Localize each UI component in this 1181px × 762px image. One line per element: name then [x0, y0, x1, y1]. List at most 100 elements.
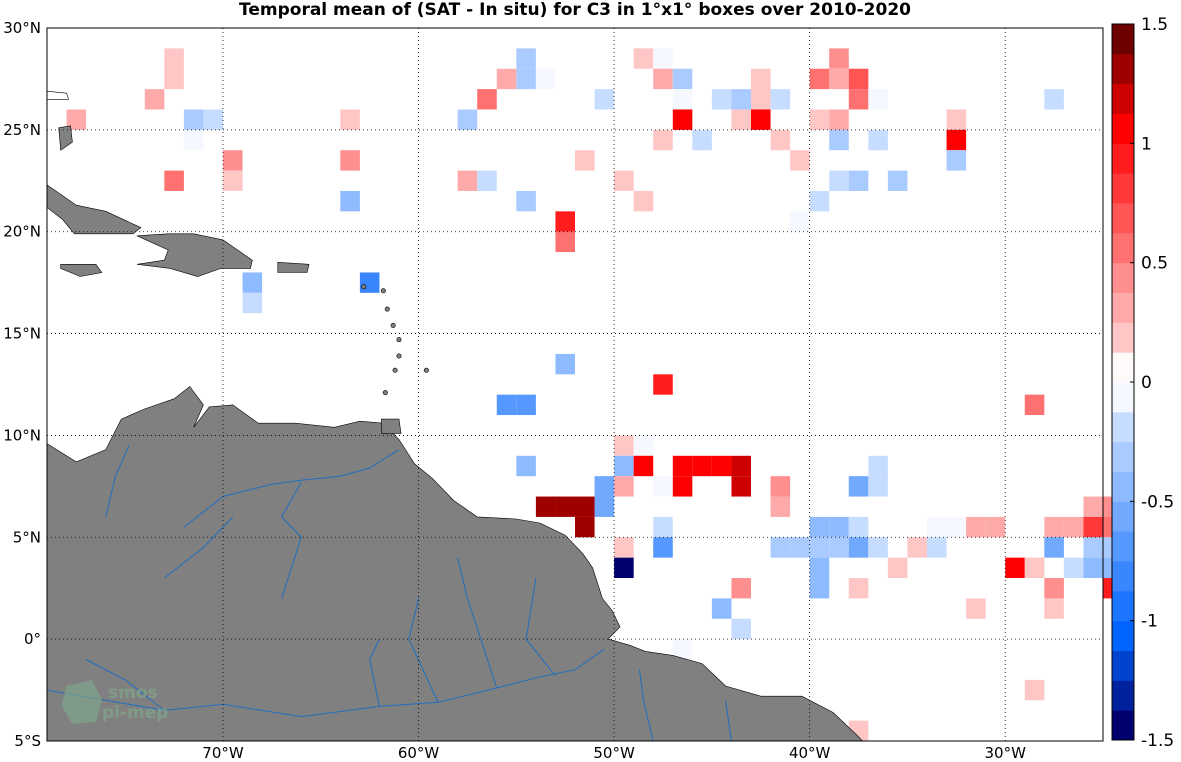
data-cell: [809, 516, 830, 538]
cuba-land: [46, 184, 142, 235]
data-cell: [1083, 496, 1103, 517]
data-cell: [496, 68, 517, 90]
data-cell: [751, 68, 771, 90]
data-cell: [203, 109, 223, 130]
data-cell: [946, 516, 967, 538]
land-mass: [46, 90, 864, 742]
colorbar-level: [1112, 471, 1134, 502]
river: [525, 577, 556, 677]
lat-tick-label: 30°N: [3, 19, 41, 37]
river: [457, 557, 498, 689]
river-network: [46, 445, 732, 742]
data-cell: [751, 109, 771, 130]
lat-tick-label: 0°: [24, 630, 41, 648]
colorbar-level: [1112, 710, 1134, 741]
colorbar-tick-label: -1.5: [1141, 731, 1174, 751]
data-cell: [848, 476, 869, 497]
data-cell: [809, 537, 830, 558]
colorbar-level: [1112, 680, 1134, 711]
logo-line-1: smos: [108, 683, 158, 703]
data-cell: [868, 455, 888, 477]
hispaniola-land: [136, 233, 253, 277]
colorbar-level: [1112, 203, 1134, 234]
data-cell: [829, 170, 849, 191]
data-cell: [614, 557, 634, 579]
data-cell: [770, 496, 791, 517]
colorbar-level: [1112, 24, 1134, 55]
data-cell: [614, 537, 634, 558]
data-cell: [223, 170, 243, 191]
data-cell: [1083, 537, 1103, 558]
colorbar-tick-label: 1: [1141, 134, 1152, 154]
data-cell: [829, 68, 849, 90]
south-america-land: [46, 386, 864, 742]
data-cell: [770, 89, 791, 110]
data-cell: [790, 150, 810, 171]
data-cell: [477, 89, 497, 110]
colorbar-level: [1112, 83, 1134, 114]
logo-shape: [62, 680, 102, 724]
data-cell: [66, 109, 87, 130]
colorbar-level: [1112, 561, 1134, 592]
river: [725, 700, 732, 742]
data-cell: [966, 598, 986, 619]
map-title: Temporal mean of (SAT - In situ) for C3 …: [239, 0, 911, 20]
data-cell: [516, 48, 536, 69]
data-cell: [829, 109, 849, 130]
data-cell: [535, 68, 556, 90]
data-cell: [242, 272, 263, 293]
data-cell: [242, 292, 263, 314]
data-cell: [868, 537, 888, 558]
data-cell: [594, 496, 615, 517]
data-cell: [848, 68, 869, 90]
river: [163, 516, 234, 579]
colorbar: 1.5 1 0.5 0 -0.5 -1 -1.5: [1111, 15, 1174, 751]
colorbar-level: [1112, 322, 1134, 353]
data-cell: [790, 537, 810, 558]
lat-tick-label: 15°N: [3, 325, 41, 343]
data-cell: [183, 129, 204, 151]
data-cell: [653, 129, 673, 151]
data-cell: [1083, 516, 1103, 538]
data-cell: [809, 190, 830, 212]
colorbar-level: [1112, 53, 1134, 85]
data-cell: [848, 516, 869, 538]
data-cell: [1024, 394, 1045, 416]
data-cell: [848, 89, 869, 110]
data-cell: [1044, 89, 1064, 110]
data-cell: [340, 109, 360, 130]
data-cell: [614, 170, 634, 191]
data-cell: [1005, 557, 1025, 579]
lon-tick-label: 40°W: [789, 744, 831, 762]
data-cell: [731, 455, 751, 477]
data-cell: [887, 557, 908, 579]
data-cell: [731, 89, 751, 110]
lon-tick-label: 30°W: [985, 744, 1027, 762]
data-cell: [946, 109, 967, 130]
river: [369, 638, 380, 707]
data-cell: [164, 170, 184, 191]
colorbar-level: [1112, 113, 1134, 144]
data-cell: [653, 68, 673, 90]
map-frame: [46, 27, 1104, 742]
small-island: [384, 306, 390, 312]
data-cell: [946, 129, 967, 151]
colorbar-level: [1112, 501, 1134, 532]
data-cell: [555, 211, 575, 232]
data-cell: [633, 190, 654, 212]
river: [281, 482, 302, 599]
data-cell: [1024, 557, 1045, 579]
data-cell: [653, 516, 673, 538]
data-cell: [868, 476, 888, 497]
data-cell: [575, 150, 595, 171]
data-cell: [516, 190, 536, 212]
data-cell: [887, 170, 908, 191]
data-cell: [555, 496, 575, 517]
small-island: [396, 337, 402, 343]
lat-tick-label: 10°N: [3, 426, 41, 444]
colorbar-level: [1112, 292, 1134, 323]
lon-tick-label: 50°W: [593, 744, 635, 762]
data-cell: [672, 89, 693, 110]
jamaica-land: [60, 264, 103, 277]
